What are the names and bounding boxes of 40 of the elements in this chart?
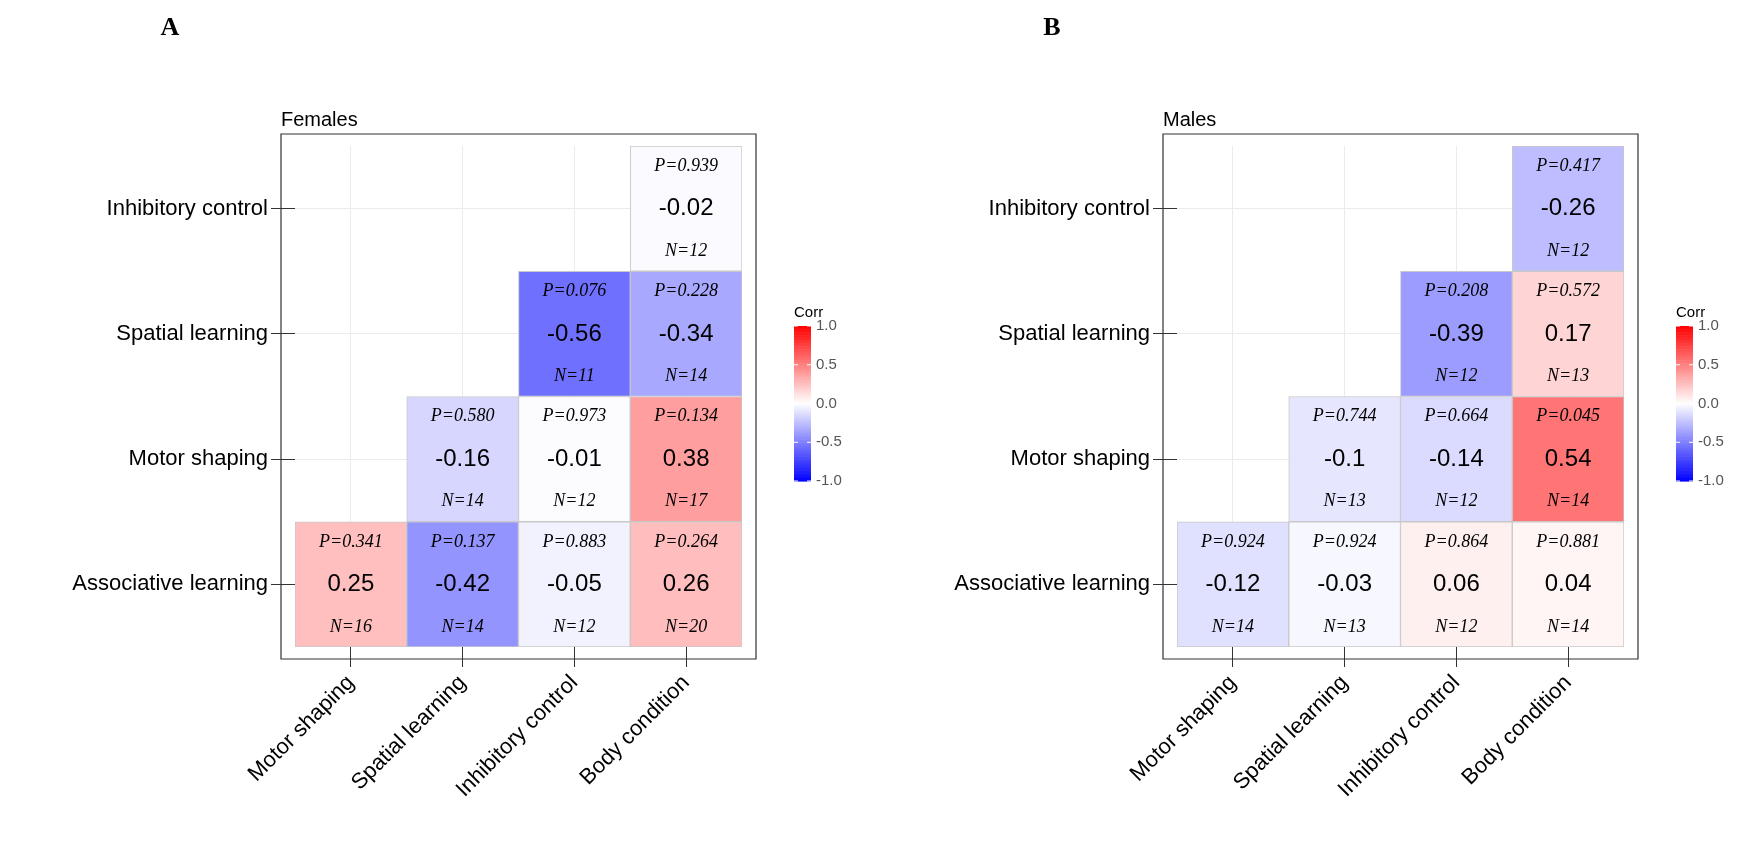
y-tick-label: Inhibitory control (106, 194, 268, 220)
data-label: P=0.417 -0.26 N=12 (1535, 154, 1601, 260)
data-label: P=0.580 -0.16 N=14 (429, 405, 495, 511)
data-label: P=0.045 0.54 N=14 (1535, 405, 1600, 511)
chart-title: A (160, 11, 180, 41)
data-label: P=0.973 -0.01 N=12 (541, 405, 607, 511)
color-bar-label: 0.0 (1698, 393, 1719, 411)
chart-subtitle: Males (1163, 107, 1217, 130)
data-label: P=0.134 0.38 N=17 (653, 405, 718, 511)
data-label: P=0.864 0.06 N=12 (1423, 530, 1489, 636)
y-tick-label: Associative learning (72, 570, 268, 596)
y-tick-label: Inhibitory control (988, 194, 1150, 220)
color-bar-label: -0.5 (1698, 432, 1724, 450)
data-label: P=0.881 0.04 N=14 (1535, 530, 1600, 636)
color-bar-label: 0.5 (1698, 354, 1719, 372)
data-label: P=0.883 -0.05 N=12 (541, 530, 607, 636)
y-tick-label: Spatial learning (116, 319, 268, 345)
data-label: P=0.572 0.17 N=13 (1535, 280, 1600, 386)
y-tick-label: Spatial learning (998, 319, 1150, 345)
data-label: P=0.744 -0.1 N=13 (1311, 405, 1377, 511)
color-bar-label: -0.5 (816, 432, 842, 450)
data-label: P=0.208 -0.39 N=12 (1423, 280, 1489, 386)
data-label: P=0.076 -0.56 N=11 (541, 280, 607, 386)
data-label: P=0.264 0.26 N=20 (653, 530, 718, 636)
y-tick-label: Motor shaping (1010, 445, 1150, 471)
data-label: P=0.137 -0.42 N=14 (429, 530, 496, 636)
color-bar-label: -1.0 (816, 471, 842, 489)
data-label: P=0.939 -0.02 N=12 (653, 154, 718, 260)
y-tick-label: Associative learning (954, 570, 1150, 596)
color-bar-label: 0.0 (816, 393, 837, 411)
chart-subtitle: Females (281, 107, 358, 130)
data-label: P=0.341 0.25 N=16 (318, 530, 383, 636)
data-label: P=0.664 -0.14 N=12 (1423, 405, 1489, 511)
data-label: P=0.924 -0.12 N=14 (1200, 530, 1265, 636)
data-label: P=0.924 -0.03 N=13 (1311, 530, 1377, 636)
data-label: P=0.228 -0.34 N=14 (653, 280, 718, 386)
y-tick-label: Motor shaping (128, 445, 268, 471)
color-bar-label: 0.5 (816, 354, 837, 372)
chart-title: B (1043, 11, 1061, 41)
color-bar-label: -1.0 (1698, 471, 1724, 489)
